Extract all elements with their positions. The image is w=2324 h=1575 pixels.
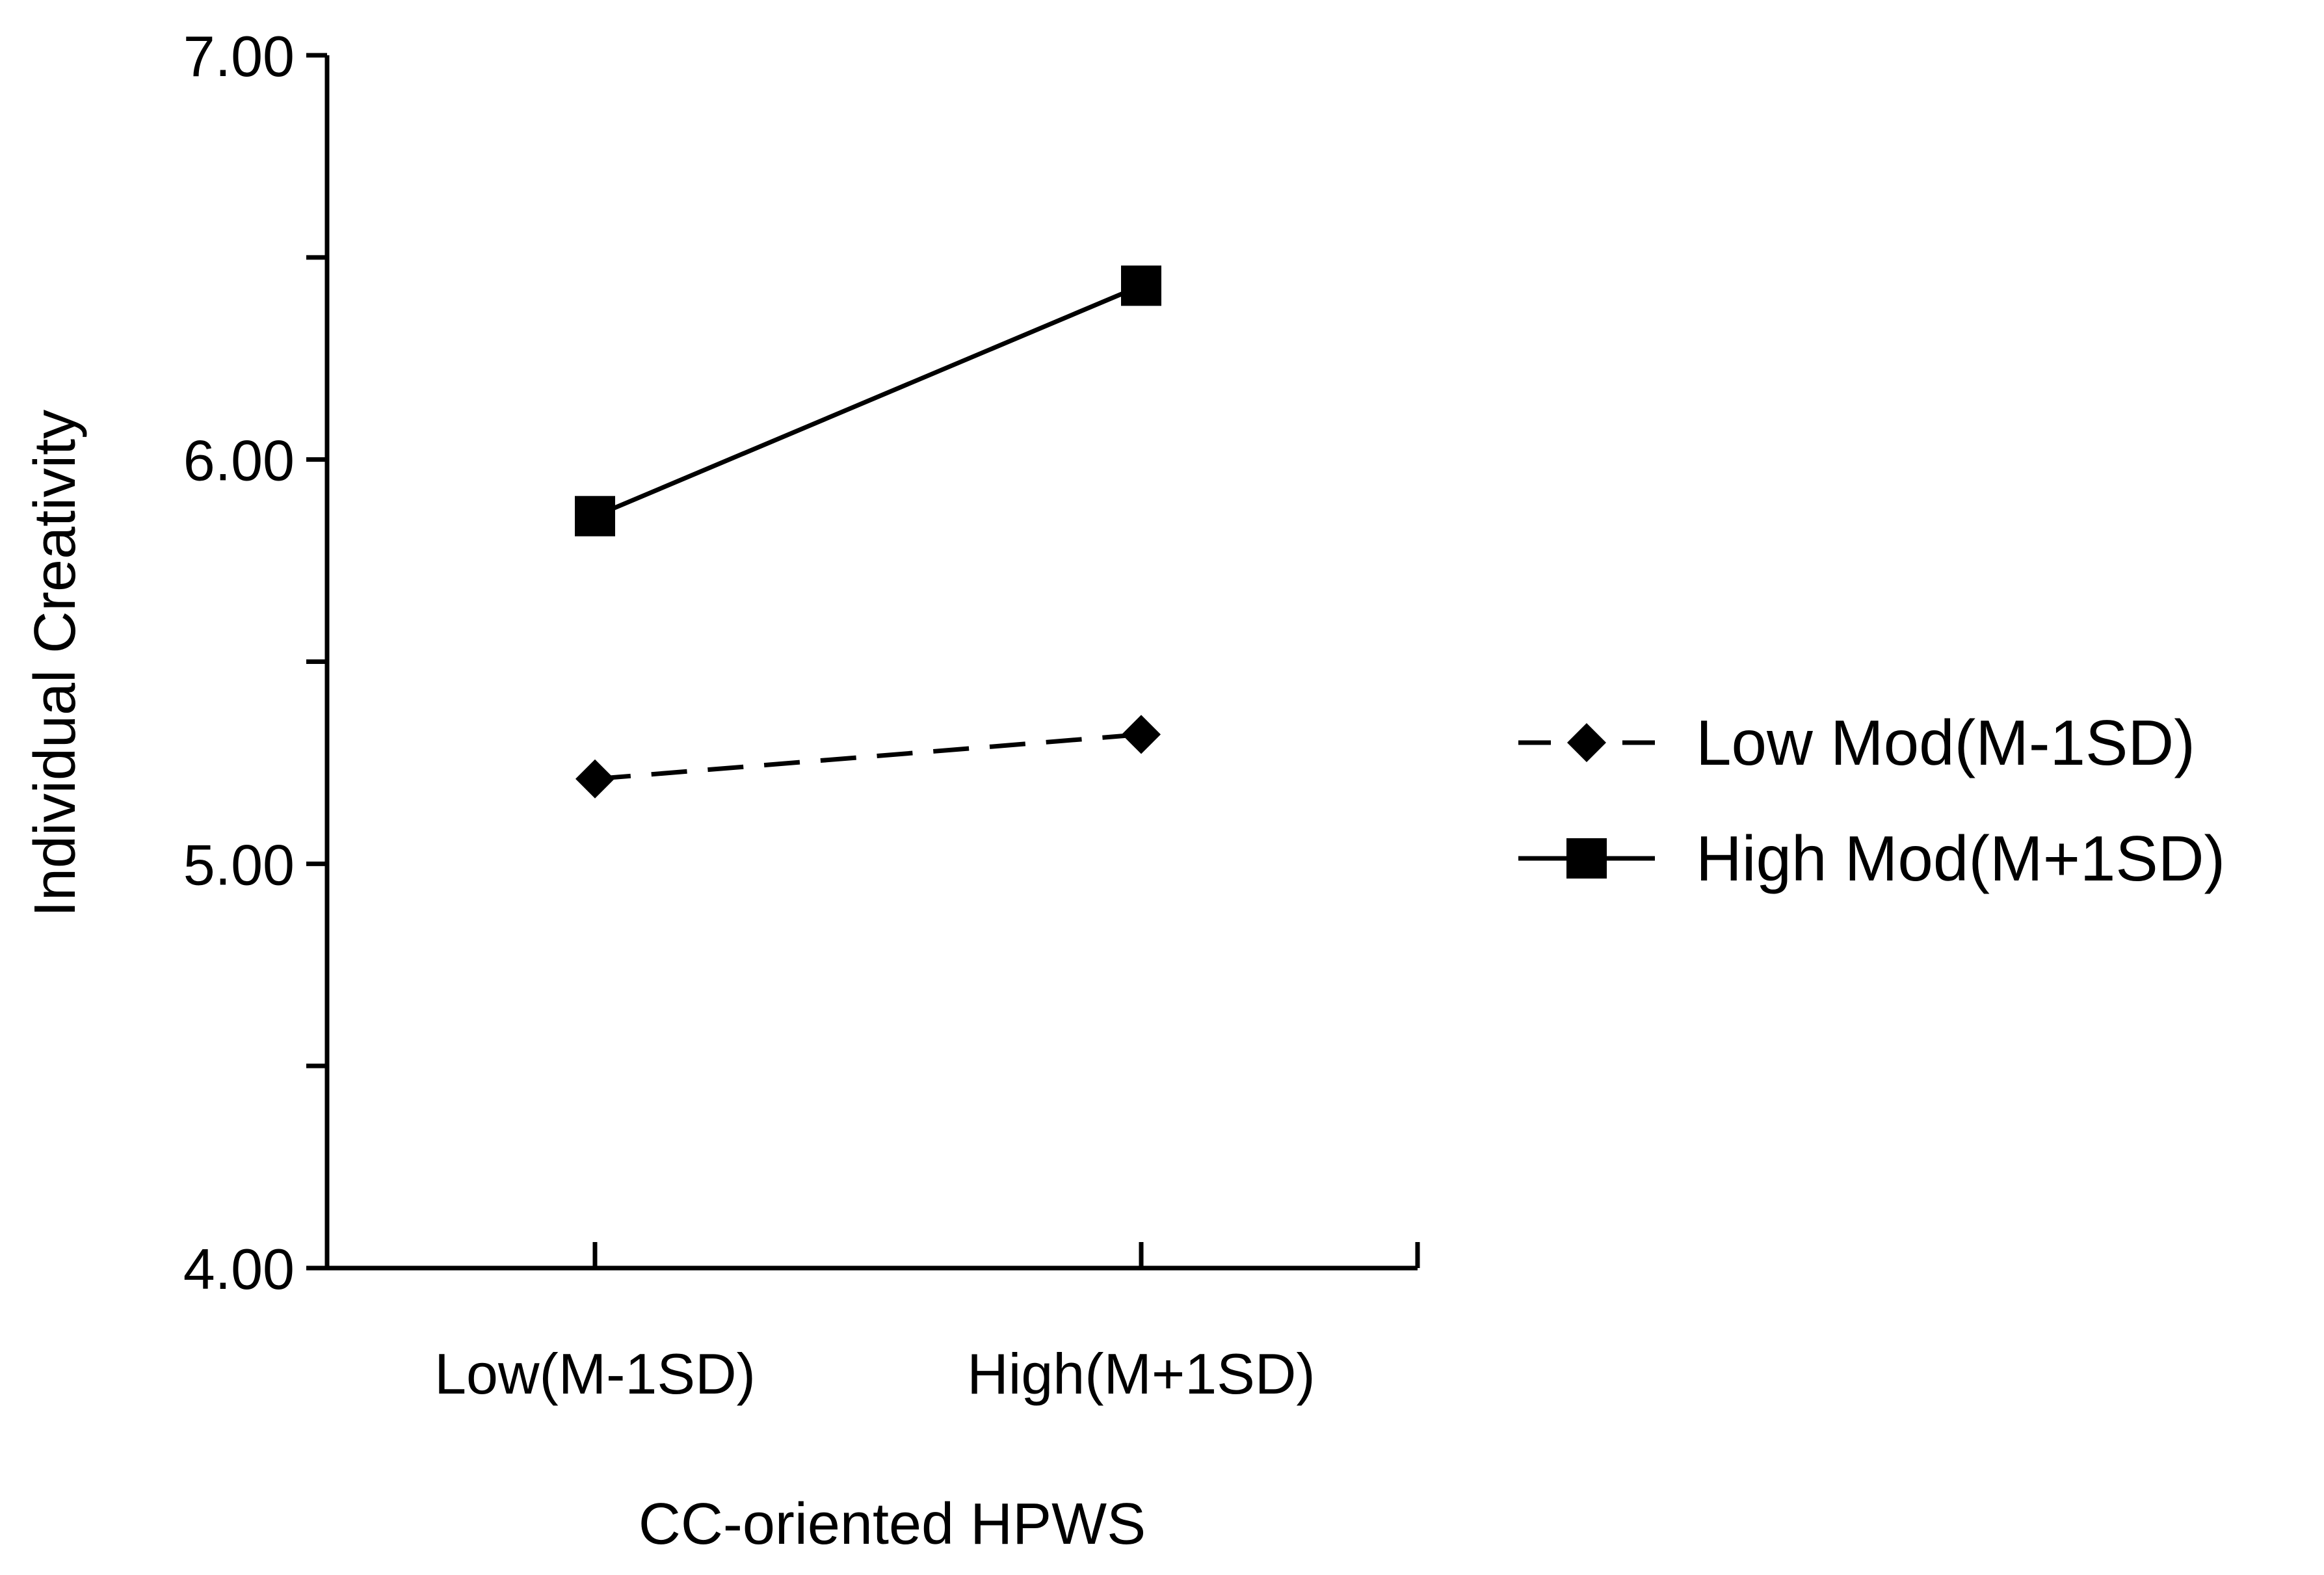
y-tick-label: 4.00 bbox=[183, 1237, 295, 1301]
y-axis-title: Individual Creativity bbox=[23, 410, 88, 917]
legend-label: Low Mod(M-1SD) bbox=[1696, 707, 2195, 778]
y-axis-ticks: 4.00 5.00 6.00 7.00 bbox=[183, 24, 327, 1301]
series-low-mod bbox=[575, 715, 1161, 799]
data-point-square bbox=[575, 496, 615, 536]
series-line bbox=[594, 732, 1142, 782]
legend-item: High Mod(M+1SD) bbox=[1518, 823, 2225, 894]
y-tick-label: 5.00 bbox=[183, 832, 295, 897]
legend-item: Low Mod(M-1SD) bbox=[1518, 707, 2195, 778]
x-tick-label: High(M+1SD) bbox=[967, 1342, 1315, 1406]
legend-marker bbox=[1567, 723, 1606, 762]
x-axis-ticks: Low(M-1SD) High(M+1SD) bbox=[434, 1242, 1315, 1406]
axes bbox=[324, 55, 1420, 1271]
data-point-square bbox=[1121, 265, 1161, 306]
data-point-diamond bbox=[1122, 715, 1161, 754]
x-axis-title: CC-oriented HPWS bbox=[639, 1492, 1146, 1557]
series-line bbox=[594, 284, 1142, 518]
series-layer bbox=[575, 265, 1161, 799]
legend-label: High Mod(M+1SD) bbox=[1696, 823, 2225, 894]
data-point-diamond bbox=[575, 759, 614, 799]
y-tick-label: 7.00 bbox=[183, 24, 295, 88]
x-tick-label: Low(M-1SD) bbox=[434, 1342, 756, 1406]
y-tick-label: 6.00 bbox=[183, 429, 295, 493]
legend-marker bbox=[1566, 838, 1607, 879]
series-high-mod bbox=[575, 265, 1161, 536]
legend: Low Mod(M-1SD) High Mod(M+1SD) bbox=[1518, 707, 2225, 894]
